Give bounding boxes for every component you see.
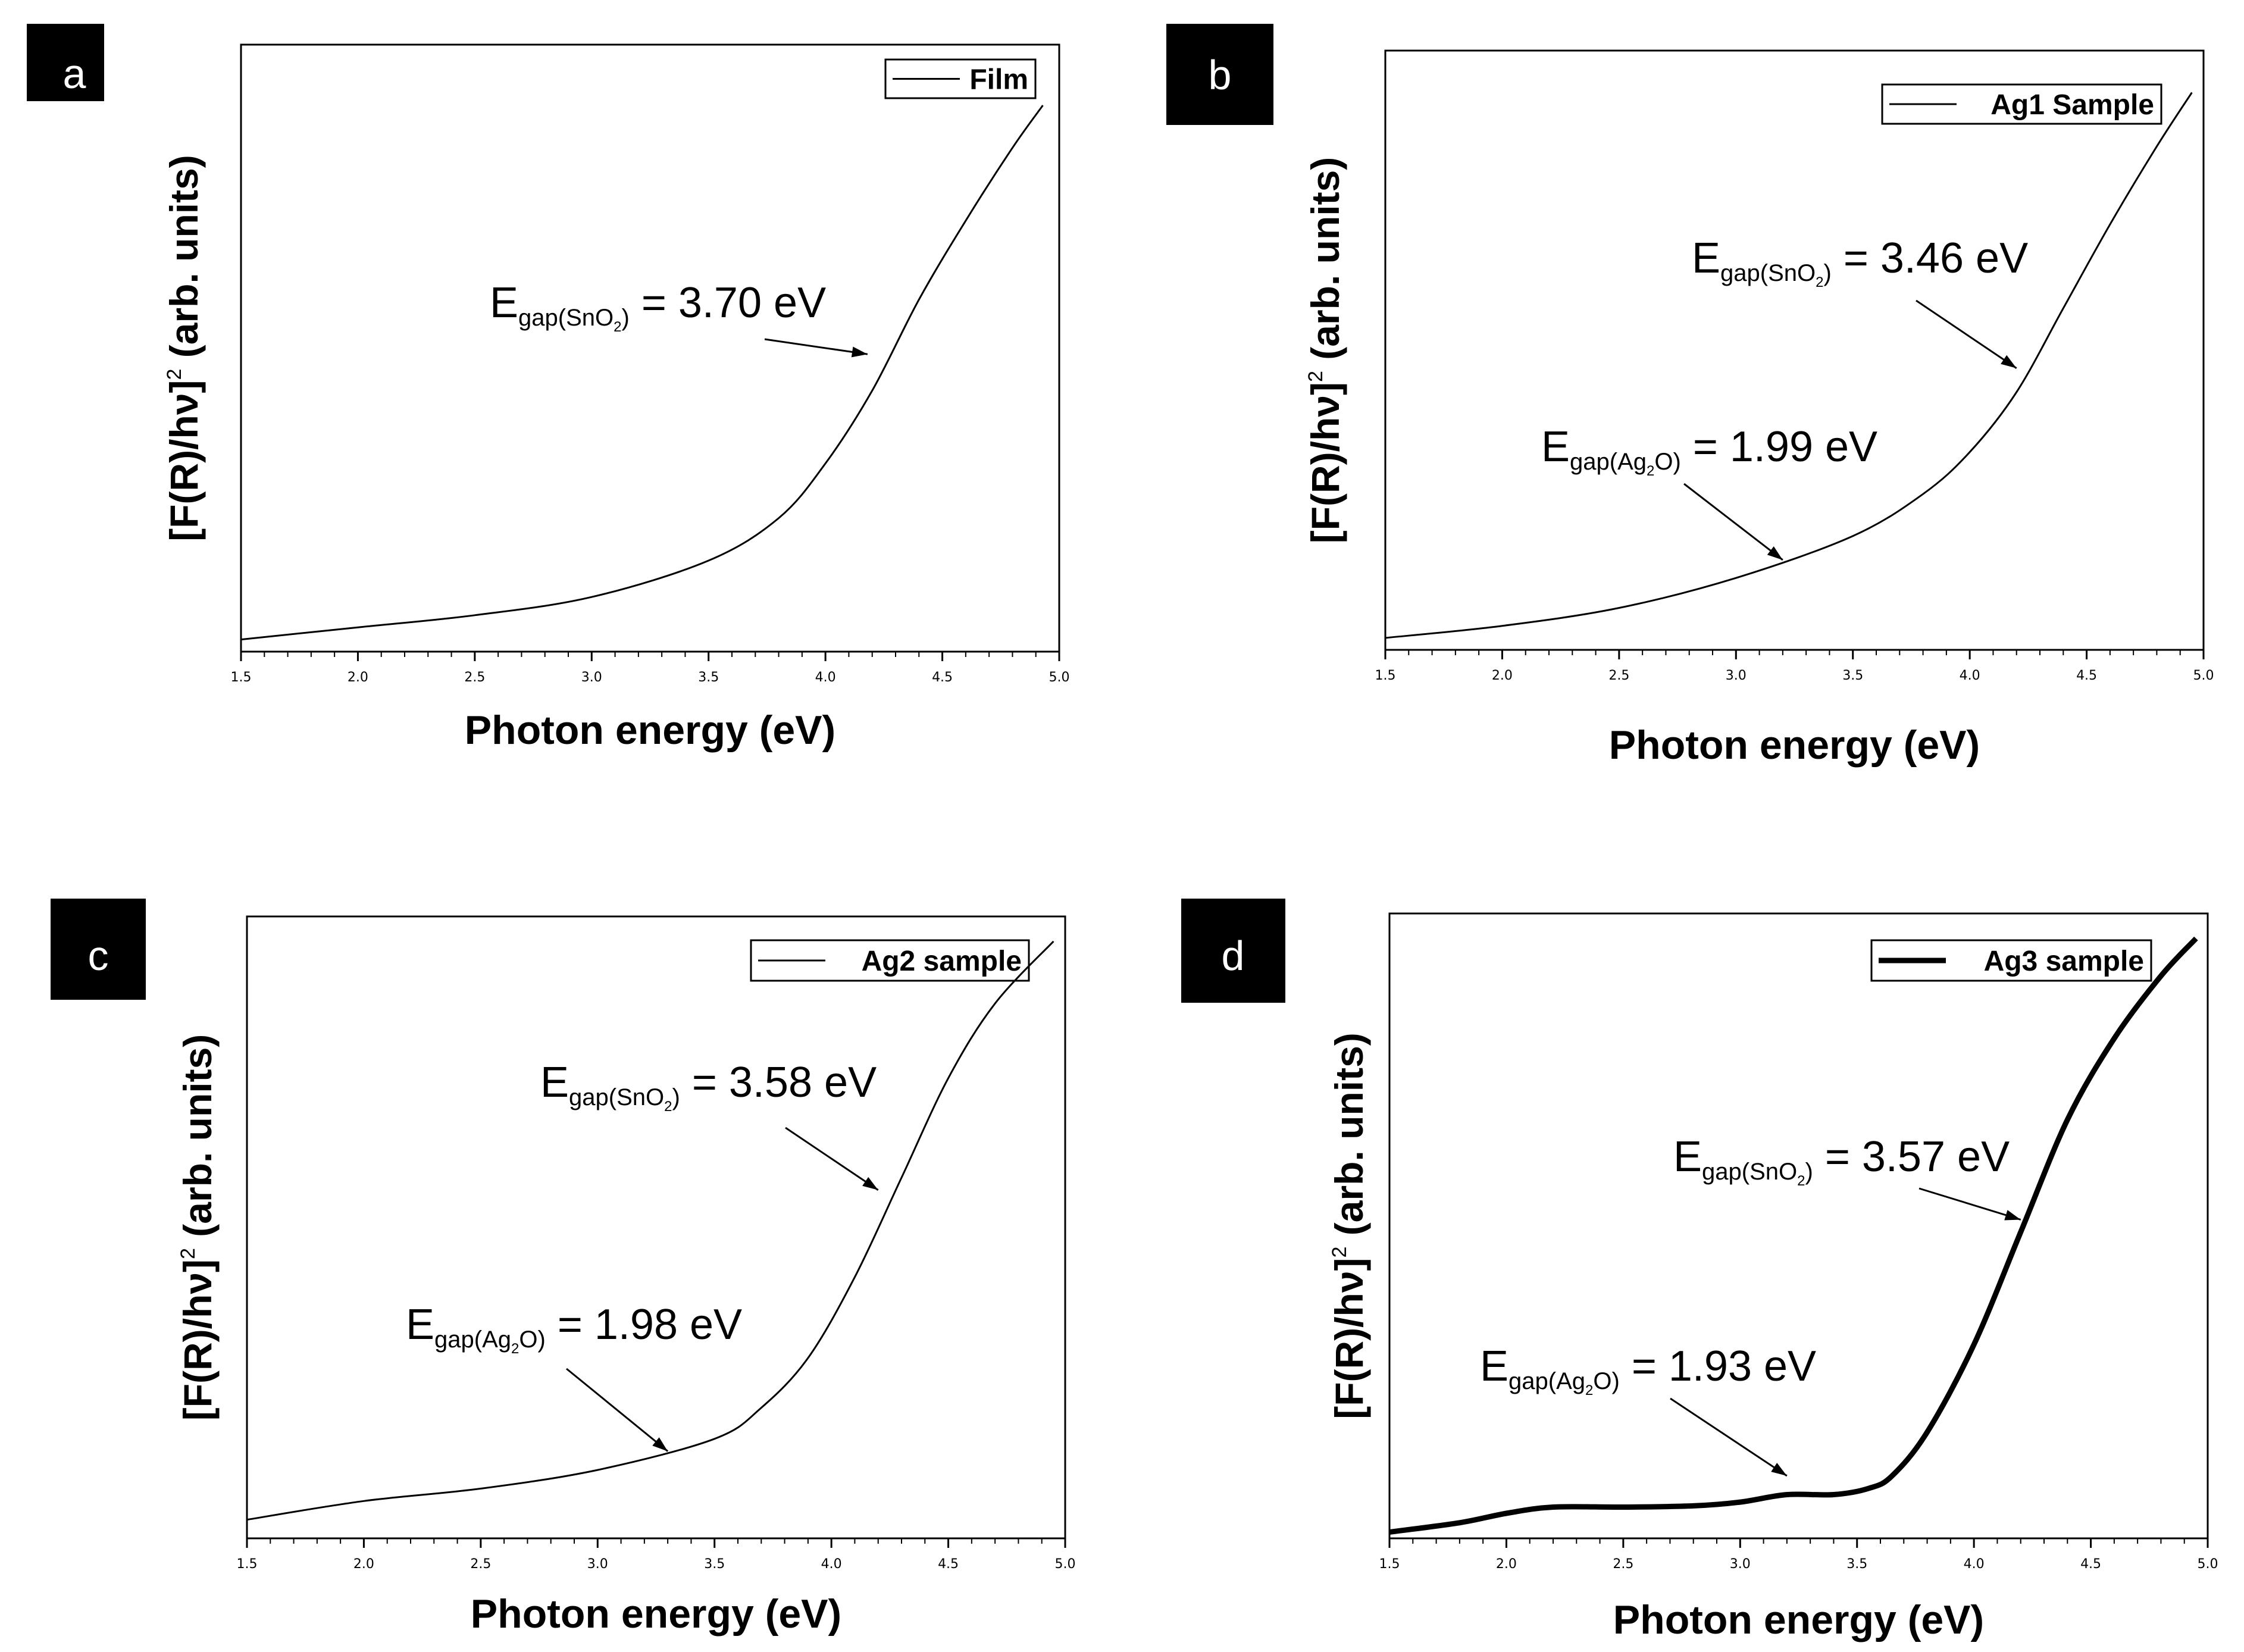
series-line [1389, 936, 2198, 1535]
band-gap-annotation: Egap(Ag2O) = 1.98 eV [406, 1301, 742, 1357]
x-tick-label: 4.0 [815, 670, 836, 685]
x-tick-label: 3.5 [698, 670, 719, 685]
series-line [1385, 92, 2193, 639]
y-axis-label: [F(R)/hν]2 (arb. units) [1303, 157, 1347, 544]
plot-frame [1388, 912, 2209, 1540]
x-tick-label: 4.5 [2080, 1557, 2101, 1572]
series-line [246, 940, 1054, 1521]
x-tick-label: 5.0 [1055, 1557, 1076, 1572]
x-axis-label: Photon energy (eV) [471, 1591, 841, 1637]
legend-label: Film [969, 64, 1028, 96]
legend-label: Ag2 sample [862, 946, 1022, 977]
x-tick-label: 5.0 [2193, 668, 2214, 683]
panel-letter: c [88, 933, 109, 979]
x-tick-label: 5.0 [1049, 670, 1070, 685]
x-tick-label: 1.5 [1379, 1557, 1400, 1572]
plot-frame [1384, 49, 2205, 651]
y-axis-label: [F(R)/hν]2 (arb. units) [1327, 1032, 1371, 1419]
annotation-arrow-line [764, 338, 868, 355]
annotation-arrow-head [652, 1437, 668, 1451]
x-tick-label: 3.5 [1846, 1557, 1867, 1572]
x-axis-label: Photon energy (eV) [1613, 1597, 1984, 1642]
panel-letter: d [1222, 933, 1245, 979]
plot-frame [240, 43, 1060, 653]
y-axis-label: [F(R)/hν]2 (arb. units) [176, 1034, 220, 1421]
x-tick-label: 1.5 [231, 670, 252, 685]
panel-letter: a [63, 51, 86, 97]
plot-frame [246, 915, 1066, 1540]
x-tick-label: 3.5 [1842, 668, 1863, 683]
annotation-arrow-head [1771, 1463, 1787, 1476]
band-gap-annotation: Egap(SnO2) = 3.70 eV [490, 279, 826, 335]
panel-d: d 1.5 2.0 2.5 3.0 3.5 4.0 4.5 5.0 Photon energy (… [1181, 899, 2218, 1642]
panel-badge [1166, 24, 1273, 125]
x-tick-label: 3.0 [581, 670, 602, 685]
x-tick-label: 3.0 [1730, 1557, 1751, 1572]
x-tick-label: 2.0 [1492, 668, 1513, 683]
panel-badge [51, 899, 146, 1000]
x-tick-label: 2.5 [470, 1557, 491, 1572]
x-tick-label: 1.5 [1375, 668, 1396, 683]
x-tick-label: 4.5 [938, 1557, 959, 1572]
panel-badge [1181, 899, 1285, 1003]
band-gap-annotation: Egap(SnO2) = 3.57 eV [1673, 1133, 2010, 1189]
x-tick-label: 5.0 [2198, 1557, 2218, 1572]
band-gap-annotation: Egap(Ag2O) = 1.99 eV [1541, 423, 1877, 479]
x-tick-label: 4.0 [1960, 668, 1980, 683]
x-tick-label: 2.0 [348, 670, 368, 685]
annotation-arrow-line [1918, 1187, 2021, 1221]
x-tick-label: 3.0 [587, 1557, 608, 1572]
panel-a: a 1.5 2.0 2.5 3.0 3.5 4.0 4.5 5.0 Photon energy (… [27, 24, 1070, 753]
panel-c: c 1.5 2.0 2.5 3.0 3.5 4.0 4.5 5.0 Photon energy (… [51, 899, 1076, 1637]
annotation-arrow-line [1683, 483, 1783, 561]
panel-badge [27, 24, 104, 101]
x-tick-label: 2.5 [1608, 668, 1629, 683]
x-tick-label: 3.0 [1726, 668, 1747, 683]
panel-b: b 1.5 2.0 2.5 3.0 3.5 4.0 4.5 5.0 Photon energy (… [1166, 24, 2214, 768]
x-tick-label: 1.5 [237, 1557, 258, 1572]
x-tick-label: 4.5 [932, 670, 953, 685]
x-axis-label: Photon energy (eV) [465, 708, 835, 753]
y-axis-label: [F(R)/hν]2 (arb. units) [162, 155, 206, 542]
legend-label: Ag1 Sample [1991, 89, 2154, 121]
band-gap-annotation: Egap(SnO2) = 3.46 eV [1692, 234, 2028, 290]
annotation-arrow-line [1670, 1397, 1788, 1477]
annotation-arrow-line [785, 1127, 879, 1191]
panel-letter: b [1209, 52, 1232, 98]
annotation-arrow-line [1916, 299, 2017, 369]
annotation-arrow-head [2001, 355, 2017, 368]
annotation-arrow-head [2004, 1210, 2021, 1221]
annotation-arrow-head [862, 1177, 878, 1190]
annotation-arrow-line [566, 1368, 669, 1452]
x-axis-label: Photon energy (eV) [1609, 722, 1980, 768]
band-gap-annotation: Egap(Ag2O) = 1.93 eV [1480, 1343, 1816, 1398]
annotation-arrow-head [1767, 546, 1783, 560]
x-tick-label: 2.5 [1613, 1557, 1633, 1572]
x-tick-label: 3.5 [704, 1557, 725, 1572]
x-tick-label: 4.0 [1964, 1557, 1985, 1572]
x-tick-label: 4.0 [821, 1557, 842, 1572]
band-gap-annotation: Egap(SnO2) = 3.58 eV [540, 1059, 877, 1115]
x-tick-label: 2.5 [464, 670, 485, 685]
series-line [240, 105, 1044, 641]
legend-label: Ag3 sample [1984, 946, 2144, 977]
x-tick-label: 4.5 [2076, 668, 2097, 683]
x-tick-label: 2.0 [1496, 1557, 1517, 1572]
x-tick-label: 2.0 [353, 1557, 374, 1572]
annotation-arrow-head [851, 346, 868, 358]
